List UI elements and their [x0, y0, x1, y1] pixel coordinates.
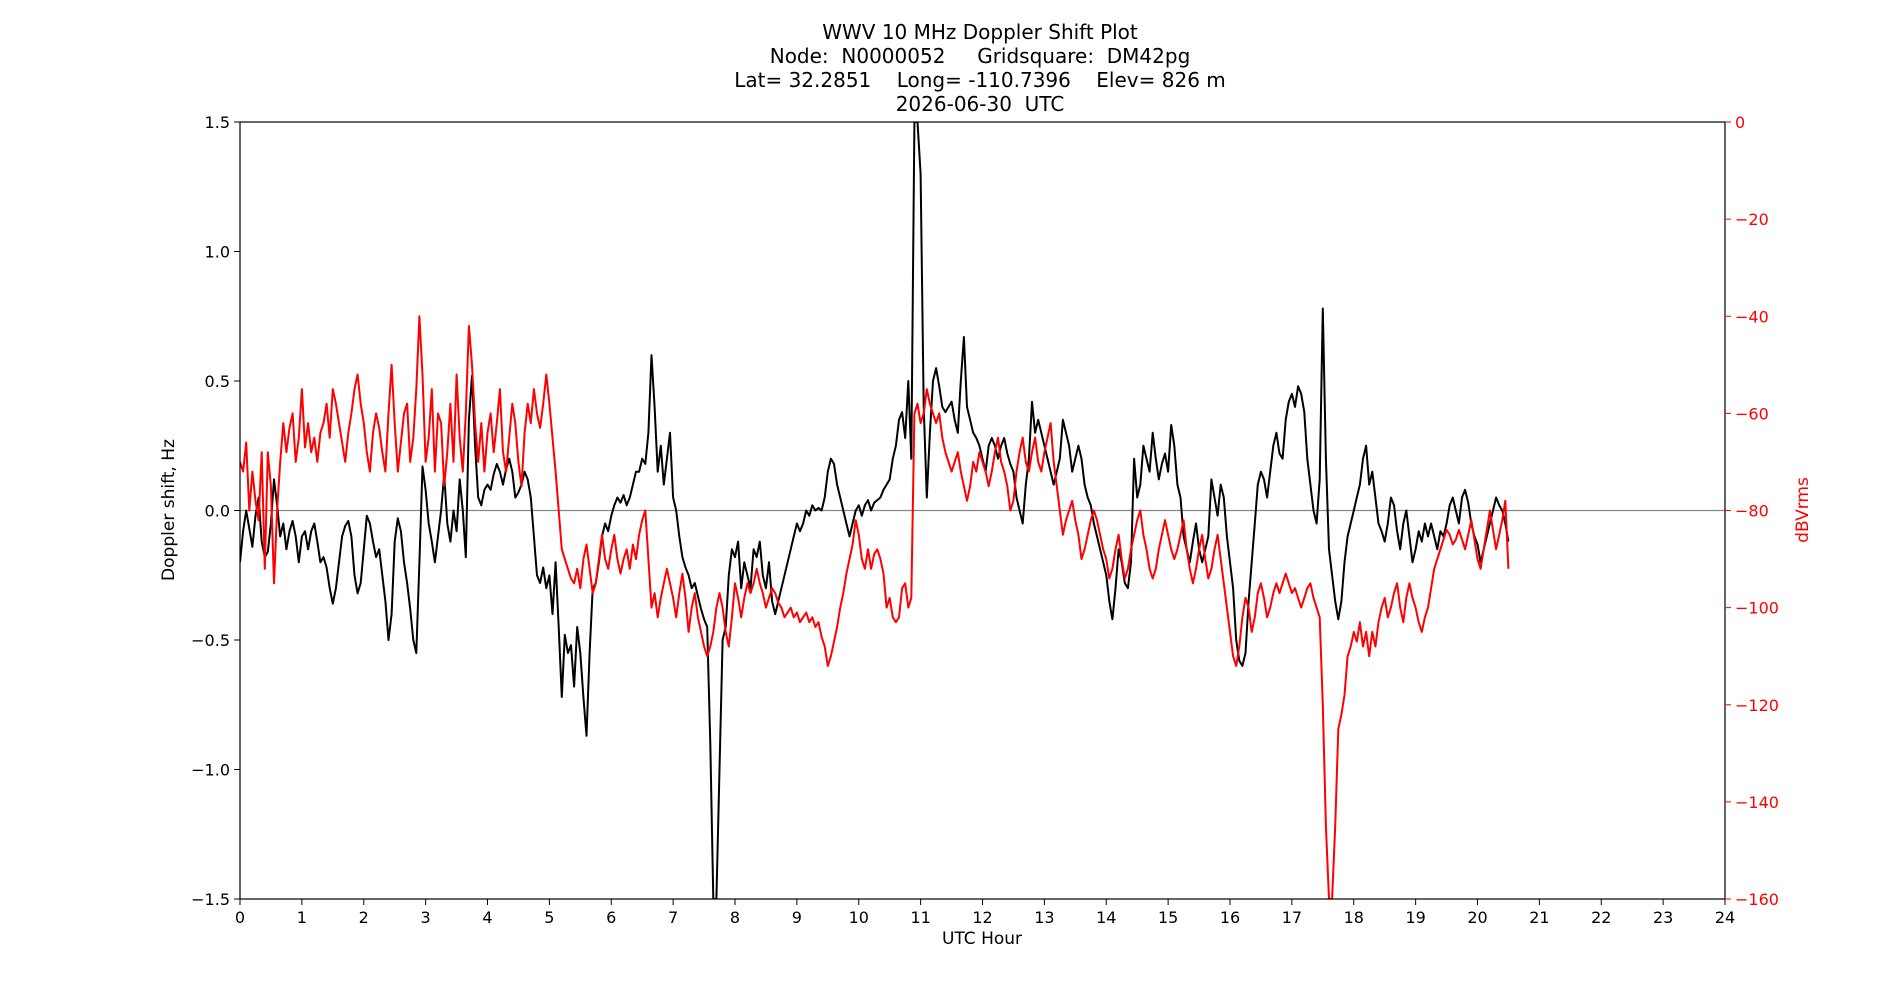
- y-left-tick-label: 1.5: [205, 113, 230, 132]
- x-tick-label: 12: [972, 908, 992, 927]
- x-tick-label: 1: [297, 908, 307, 927]
- y-axis-left: 1.5 1.0 0.5 0.0 −0.5 −1.0 −1.5: [191, 113, 240, 909]
- chart-title-line-3: Lat= 32.2851 Long= -110.7396 Elev= 826 m: [734, 68, 1226, 92]
- x-tick-label: 6: [606, 908, 616, 927]
- y-left-tick-label: −0.5: [191, 631, 230, 650]
- y-right-tick-label: −120: [1735, 696, 1779, 715]
- y-left-tick-label: 1.0: [205, 243, 230, 262]
- y-left-tick-label: −1.0: [191, 761, 230, 780]
- x-tick-label: 22: [1591, 908, 1611, 927]
- x-tick-label: 23: [1653, 908, 1673, 927]
- y-axis-right: 0 −20 −40 −60 −80 −100 −120 −140 −160: [1725, 113, 1779, 909]
- y-right-tick-label: −40: [1735, 307, 1769, 326]
- x-tick-label: 0: [235, 908, 245, 927]
- y-axis-right-label: dBVrms: [1793, 477, 1813, 543]
- y-left-tick-label: 0.0: [205, 502, 230, 521]
- signal-power-line: [240, 315, 1510, 899]
- y-axis-left-label: Doppler shift, Hz: [159, 439, 179, 581]
- x-tick-label: 3: [421, 908, 431, 927]
- x-tick-label: 7: [668, 908, 678, 927]
- x-tick-label: 13: [1034, 908, 1054, 927]
- x-tick-label: 5: [544, 908, 554, 927]
- chart-title-line-1: WWV 10 MHz Doppler Shift Plot: [822, 20, 1138, 44]
- y-right-tick-label: −140: [1735, 793, 1779, 812]
- y-right-tick-label: −80: [1735, 502, 1769, 521]
- x-tick-label: 24: [1715, 908, 1735, 927]
- x-tick-label: 11: [910, 908, 930, 927]
- series-layer: [240, 122, 1510, 899]
- x-tick-label: 19: [1405, 908, 1425, 927]
- y-left-tick-label: 0.5: [205, 372, 230, 391]
- x-tick-label: 2: [359, 908, 369, 927]
- y-right-tick-label: −100: [1735, 599, 1779, 618]
- y-right-tick-label: −60: [1735, 404, 1769, 423]
- x-tick-label: 4: [482, 908, 492, 927]
- doppler-shift-line: [240, 122, 1510, 899]
- x-axis: 0 1 2 3 4 5 6 7 8 9 10 11 12 13 14 15 16 17 18 19 20 21 22 23 24: [235, 899, 1735, 927]
- x-tick-label: 21: [1529, 908, 1549, 927]
- x-tick-label: 10: [849, 908, 869, 927]
- y-left-tick-label: −1.5: [191, 890, 230, 909]
- x-tick-label: 8: [730, 908, 740, 927]
- x-tick-label: 14: [1096, 908, 1116, 927]
- chart-title-line-2: Node: N0000052 Gridsquare: DM42pg: [769, 44, 1191, 68]
- x-axis-label: UTC Hour: [942, 929, 1022, 949]
- y-right-tick-label: −20: [1735, 210, 1769, 229]
- x-tick-label: 15: [1158, 908, 1178, 927]
- x-tick-label: 18: [1344, 908, 1364, 927]
- y-right-tick-label: 0: [1735, 113, 1745, 132]
- x-tick-label: 20: [1467, 908, 1487, 927]
- x-tick-label: 16: [1220, 908, 1240, 927]
- chart-title-line-4: 2026-06-30 UTC: [895, 92, 1065, 116]
- x-tick-label: 9: [792, 908, 802, 927]
- x-tick-label: 17: [1282, 908, 1302, 927]
- y-right-tick-label: −160: [1735, 890, 1779, 909]
